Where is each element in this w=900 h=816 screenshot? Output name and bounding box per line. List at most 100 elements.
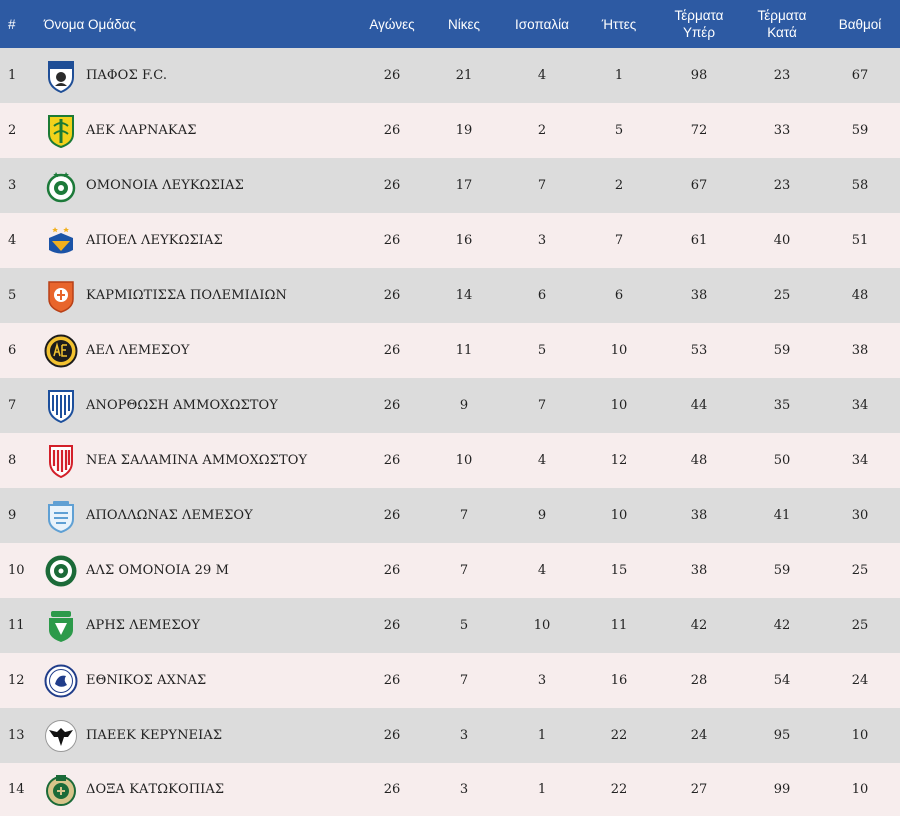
wins-cell: 10 bbox=[455, 453, 473, 468]
apoel-crest-icon bbox=[44, 223, 78, 259]
team-cell[interactable]: ΔΟΞΑ ΚΑΤΩΚΟΠΙΑΣ bbox=[44, 763, 356, 816]
team-cell[interactable]: ΚΑΡΜΙΩΤΙΣΣΑ ΠΟΛΕΜΙΔΙΩΝ bbox=[44, 268, 356, 323]
table-row[interactable]: 14 ΔΟΞΑ ΚΑΤΩΚΟΠΙΑΣ 26 3 1 22 27 99 10 bbox=[0, 763, 900, 816]
team-link[interactable]: ΝΕΑ ΣΑΛΑΜΙΝΑ ΑΜΜΟΧΩΣΤΟΥ bbox=[44, 443, 356, 479]
header-goals-against[interactable]: Τέρματα Κατά bbox=[744, 0, 820, 48]
played-cell: 26 bbox=[383, 782, 401, 797]
header-played[interactable]: Αγώνες bbox=[369, 16, 415, 32]
points-cell: 67 bbox=[851, 68, 869, 83]
team-cell[interactable]: ΑΝΟΡΘΩΣΗ ΑΜΜΟΧΩΣΤΟΥ bbox=[44, 378, 356, 433]
team-name[interactable]: ΟΜΟΝΟΙΑ ΛΕΥΚΩΣΙΑΣ bbox=[86, 178, 244, 193]
table-row[interactable]: 1 ΠΑΦΟΣ F.C. 26 21 4 1 98 23 67 bbox=[0, 48, 900, 103]
goals-for-cell: 38 bbox=[690, 563, 708, 578]
wins-cell: 21 bbox=[455, 68, 473, 83]
team-name[interactable]: ΑΕΚ ΛΑΡΝΑΚΑΣ bbox=[86, 123, 197, 138]
team-name[interactable]: ΑΕΛ ΛΕΜΕΣΟΥ bbox=[86, 343, 190, 358]
doxa-crest-icon bbox=[44, 772, 78, 808]
points-cell: 25 bbox=[851, 618, 869, 633]
team-cell[interactable]: ΠΑΦΟΣ F.C. bbox=[44, 48, 356, 103]
table-row[interactable]: 3 ΟΜΟΝΟΙΑ ΛΕΥΚΩΣΙΑΣ 26 17 7 2 67 23 58 bbox=[0, 158, 900, 213]
table-row[interactable]: 7 ΑΝΟΡΘΩΣΗ ΑΜΜΟΧΩΣΤΟΥ 26 9 7 10 44 35 34 bbox=[0, 378, 900, 433]
table-header-row: # Όνομα Ομάδας Αγώνες Νίκες Ισοπαλία Ήττ… bbox=[0, 0, 900, 48]
draws-cell: 10 bbox=[533, 618, 551, 633]
losses-cell: 10 bbox=[610, 508, 628, 523]
team-link[interactable]: ΠΑΕΕΚ ΚΕΡΥΝΕΙΑΣ bbox=[44, 718, 356, 754]
rank-cell: 11 bbox=[8, 618, 25, 633]
team-name[interactable]: ΑΡΗΣ ΛΕΜΕΣΟΥ bbox=[86, 618, 201, 633]
header-points[interactable]: Βαθμοί bbox=[838, 16, 882, 32]
team-name[interactable]: ΠΑΕΕΚ ΚΕΡΥΝΕΙΑΣ bbox=[86, 728, 223, 743]
table-row[interactable]: 2 ΑΕΚ ΛΑΡΝΑΚΑΣ 26 19 2 5 72 33 59 bbox=[0, 103, 900, 158]
table-row[interactable]: 13 ΠΑΕΕΚ ΚΕΡΥΝΕΙΑΣ 26 3 1 22 24 95 10 bbox=[0, 708, 900, 763]
team-link[interactable]: ΑΝΟΡΘΩΣΗ ΑΜΜΟΧΩΣΤΟΥ bbox=[44, 388, 356, 424]
team-link[interactable]: ΠΑΦΟΣ F.C. bbox=[44, 58, 356, 94]
team-name[interactable]: ΑΠΟΕΛ ΛΕΥΚΩΣΙΑΣ bbox=[86, 233, 223, 248]
table-row[interactable]: 5 ΚΑΡΜΙΩΤΙΣΣΑ ΠΟΛΕΜΙΔΙΩΝ 26 14 6 6 38 25 48 bbox=[0, 268, 900, 323]
goals-against-cell: 23 bbox=[773, 68, 791, 83]
nea-salamina-crest-icon bbox=[44, 443, 78, 479]
team-name[interactable]: ΠΑΦΟΣ F.C. bbox=[86, 68, 168, 83]
goals-against-cell: 95 bbox=[773, 728, 791, 743]
table-row[interactable]: 4 ΑΠΟΕΛ ΛΕΥΚΩΣΙΑΣ 26 16 3 7 61 40 51 bbox=[0, 213, 900, 268]
goals-against-cell: 35 bbox=[773, 398, 791, 413]
team-name[interactable]: ΝΕΑ ΣΑΛΑΜΙΝΑ ΑΜΜΟΧΩΣΤΟΥ bbox=[86, 453, 308, 468]
team-link[interactable]: ΑΠΟΕΛ ΛΕΥΚΩΣΙΑΣ bbox=[44, 223, 356, 259]
header-goals-against-line2: Κατά bbox=[767, 25, 797, 40]
team-link[interactable]: ΔΟΞΑ ΚΑΤΩΚΟΠΙΑΣ bbox=[44, 772, 356, 808]
header-losses[interactable]: Ήττες bbox=[601, 16, 637, 32]
team-name[interactable]: ΚΑΡΜΙΩΤΙΣΣΑ ΠΟΛΕΜΙΔΙΩΝ bbox=[86, 288, 287, 303]
team-cell[interactable]: ΟΜΟΝΟΙΑ ΛΕΥΚΩΣΙΑΣ bbox=[44, 158, 356, 213]
losses-cell: 10 bbox=[610, 343, 628, 358]
team-link[interactable]: ΑΡΗΣ ΛΕΜΕΣΟΥ bbox=[44, 608, 356, 644]
team-cell[interactable]: ΑΠΟΕΛ ΛΕΥΚΩΣΙΑΣ bbox=[44, 213, 356, 268]
goals-against-cell: 23 bbox=[773, 178, 791, 193]
team-link[interactable]: ΚΑΡΜΙΩΤΙΣΣΑ ΠΟΛΕΜΙΔΙΩΝ bbox=[44, 278, 356, 314]
karmiotissa-crest-icon bbox=[44, 278, 78, 314]
table-row[interactable]: 6 ΑΕΛ ΛΕΜΕΣΟΥ 26 11 5 10 53 59 38 bbox=[0, 323, 900, 378]
team-link[interactable]: ΑΕΛ ΛΕΜΕΣΟΥ bbox=[44, 333, 356, 369]
header-wins[interactable]: Νίκες bbox=[447, 16, 481, 32]
losses-cell: 22 bbox=[610, 728, 628, 743]
team-name[interactable]: ΕΘΝΙΚΟΣ ΑΧΝΑΣ bbox=[86, 673, 207, 688]
wins-cell: 7 bbox=[459, 673, 469, 688]
table-row[interactable]: 11 ΑΡΗΣ ΛΕΜΕΣΟΥ 26 5 10 11 42 42 25 bbox=[0, 598, 900, 653]
team-link[interactable]: ΑΕΚ ΛΑΡΝΑΚΑΣ bbox=[44, 113, 356, 149]
rank-cell: 1 bbox=[8, 68, 17, 83]
team-cell[interactable]: ΑΛΣ ΟΜΟΝΟΙΑ 29 Μ bbox=[44, 543, 356, 598]
team-cell[interactable]: ΑΡΗΣ ΛΕΜΕΣΟΥ bbox=[44, 598, 356, 653]
team-cell[interactable]: ΑΕΚ ΛΑΡΝΑΚΑΣ bbox=[44, 103, 356, 158]
team-link[interactable]: ΑΠΟΛΛΩΝΑΣ ΛΕΜΕΣΟΥ bbox=[44, 498, 356, 534]
wins-cell: 7 bbox=[459, 563, 469, 578]
goals-for-cell: 28 bbox=[690, 673, 708, 688]
draws-cell: 2 bbox=[537, 123, 547, 138]
team-cell[interactable]: ΝΕΑ ΣΑΛΑΜΙΝΑ ΑΜΜΟΧΩΣΤΟΥ bbox=[44, 433, 356, 488]
points-cell: 48 bbox=[851, 288, 869, 303]
goals-against-cell: 99 bbox=[773, 782, 791, 797]
table-row[interactable]: 10 ΑΛΣ ΟΜΟΝΟΙΑ 29 Μ 26 7 4 15 38 59 25 bbox=[0, 543, 900, 598]
team-name[interactable]: ΑΠΟΛΛΩΝΑΣ ΛΕΜΕΣΟΥ bbox=[86, 508, 253, 523]
header-rank[interactable]: # bbox=[8, 16, 16, 32]
header-goals-for[interactable]: Τέρματα Υπέρ bbox=[654, 0, 744, 48]
team-cell[interactable]: ΑΠΟΛΛΩΝΑΣ ΛΕΜΕΣΟΥ bbox=[44, 488, 356, 543]
played-cell: 26 bbox=[383, 453, 401, 468]
table-row[interactable]: 9 ΑΠΟΛΛΩΝΑΣ ΛΕΜΕΣΟΥ 26 7 9 10 38 41 30 bbox=[0, 488, 900, 543]
losses-cell: 12 bbox=[610, 453, 628, 468]
team-cell[interactable]: ΠΑΕΕΚ ΚΕΡΥΝΕΙΑΣ bbox=[44, 708, 356, 763]
team-cell[interactable]: ΑΕΛ ΛΕΜΕΣΟΥ bbox=[44, 323, 356, 378]
points-cell: 10 bbox=[851, 782, 869, 797]
team-cell[interactable]: ΕΘΝΙΚΟΣ ΑΧΝΑΣ bbox=[44, 653, 356, 708]
team-link[interactable]: ΕΘΝΙΚΟΣ ΑΧΝΑΣ bbox=[44, 663, 356, 699]
draws-cell: 7 bbox=[537, 398, 547, 413]
team-name[interactable]: ΔΟΞΑ ΚΑΤΩΚΟΠΙΑΣ bbox=[86, 782, 225, 797]
played-cell: 26 bbox=[383, 123, 401, 138]
header-team[interactable]: Όνομα Ομάδας bbox=[44, 16, 136, 32]
points-cell: 34 bbox=[851, 398, 869, 413]
table-row[interactable]: 8 ΝΕΑ ΣΑΛΑΜΙΝΑ ΑΜΜΟΧΩΣΤΟΥ 26 10 4 12 48 50 34 bbox=[0, 433, 900, 488]
team-link[interactable]: ΑΛΣ ΟΜΟΝΟΙΑ 29 Μ bbox=[44, 553, 356, 589]
table-row[interactable]: 12 ΕΘΝΙΚΟΣ ΑΧΝΑΣ 26 7 3 16 28 54 24 bbox=[0, 653, 900, 708]
team-name[interactable]: ΑΛΣ ΟΜΟΝΟΙΑ 29 Μ bbox=[86, 563, 230, 578]
team-link[interactable]: ΟΜΟΝΟΙΑ ΛΕΥΚΩΣΙΑΣ bbox=[44, 168, 356, 204]
header-draws[interactable]: Ισοπαλία bbox=[515, 16, 569, 32]
wins-cell: 3 bbox=[459, 728, 469, 743]
team-name[interactable]: ΑΝΟΡΘΩΣΗ ΑΜΜΟΧΩΣΤΟΥ bbox=[86, 398, 278, 413]
